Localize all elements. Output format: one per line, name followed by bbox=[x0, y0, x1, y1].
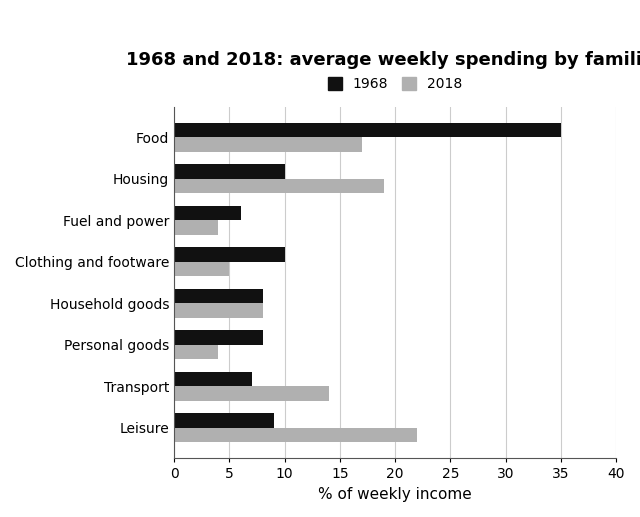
Bar bbox=[174, 262, 230, 277]
Bar bbox=[174, 414, 274, 428]
Bar bbox=[174, 123, 561, 138]
Bar bbox=[174, 220, 218, 235]
Bar bbox=[174, 138, 362, 152]
Bar bbox=[174, 428, 417, 443]
Bar bbox=[174, 247, 285, 262]
Bar bbox=[174, 372, 252, 386]
Legend: 1968, 2018: 1968, 2018 bbox=[323, 72, 468, 97]
Bar bbox=[174, 206, 241, 220]
Bar bbox=[174, 289, 262, 303]
Bar bbox=[174, 386, 329, 401]
Bar bbox=[174, 179, 384, 193]
Title: 1968 and 2018: average weekly spending by families: 1968 and 2018: average weekly spending b… bbox=[126, 51, 640, 69]
X-axis label: % of weekly income: % of weekly income bbox=[318, 487, 472, 502]
Bar bbox=[174, 345, 218, 359]
Bar bbox=[174, 330, 262, 345]
Bar bbox=[174, 164, 285, 179]
Bar bbox=[174, 303, 262, 318]
